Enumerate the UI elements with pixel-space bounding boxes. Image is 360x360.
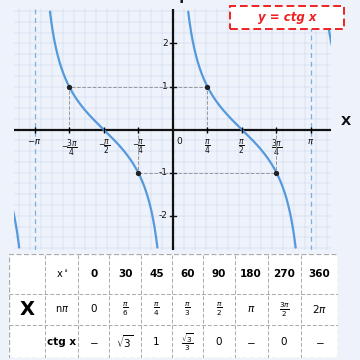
Text: X: X xyxy=(341,115,351,128)
Text: $-\!\dfrac{\pi}{2}$: $-\!\dfrac{\pi}{2}$ xyxy=(98,138,110,156)
Text: -2: -2 xyxy=(159,211,167,220)
Text: 180: 180 xyxy=(240,269,262,279)
Text: $\frac{\sqrt{3}}{3}$: $\frac{\sqrt{3}}{3}$ xyxy=(181,331,194,353)
Text: 1: 1 xyxy=(162,82,167,91)
Text: 2: 2 xyxy=(162,39,167,48)
Text: -1: -1 xyxy=(158,168,167,177)
Text: n$\pi$: n$\pi$ xyxy=(55,305,69,315)
Text: $-$: $-$ xyxy=(315,337,324,347)
Text: 90: 90 xyxy=(212,269,226,279)
Text: x$^\circ$: x$^\circ$ xyxy=(55,268,68,280)
Text: 60: 60 xyxy=(180,269,195,279)
Text: $-$: $-$ xyxy=(89,337,99,347)
Text: $2\pi$: $2\pi$ xyxy=(312,303,327,315)
Text: 270: 270 xyxy=(273,269,295,279)
Text: $\frac{\pi}{4}$: $\frac{\pi}{4}$ xyxy=(153,301,160,318)
Text: 30: 30 xyxy=(118,269,132,279)
Text: Y: Y xyxy=(176,0,185,6)
Text: $\sqrt{3}$: $\sqrt{3}$ xyxy=(116,333,134,350)
Text: $\dfrac{\pi}{2}$: $\dfrac{\pi}{2}$ xyxy=(238,138,246,156)
Text: $-\!\dfrac{3\pi}{4}$: $-\!\dfrac{3\pi}{4}$ xyxy=(61,138,77,158)
Text: $-\!\dfrac{\pi}{4}$: $-\!\dfrac{\pi}{4}$ xyxy=(132,138,144,156)
Text: 1: 1 xyxy=(153,337,160,347)
Text: X: X xyxy=(19,300,35,319)
Text: $-$: $-$ xyxy=(246,337,256,347)
Text: $\frac{\pi}{6}$: $\frac{\pi}{6}$ xyxy=(122,301,129,318)
Text: $-\pi$: $-\pi$ xyxy=(27,138,42,147)
Text: $\frac{3\pi}{2}$: $\frac{3\pi}{2}$ xyxy=(279,300,289,319)
FancyBboxPatch shape xyxy=(230,6,344,29)
Text: 0: 0 xyxy=(176,138,182,147)
FancyBboxPatch shape xyxy=(9,254,338,358)
Text: 0: 0 xyxy=(91,305,97,315)
Text: $\frac{\pi}{2}$: $\frac{\pi}{2}$ xyxy=(216,301,222,318)
Text: ctg x: ctg x xyxy=(47,337,76,347)
Text: 0: 0 xyxy=(216,337,222,347)
Text: 0: 0 xyxy=(90,269,98,279)
Text: y = ctg x: y = ctg x xyxy=(258,11,316,24)
Text: $\dfrac{\pi}{4}$: $\dfrac{\pi}{4}$ xyxy=(204,138,211,156)
Text: 0: 0 xyxy=(281,337,287,347)
Text: $\pi$: $\pi$ xyxy=(307,138,315,147)
Text: $\dfrac{3\pi}{4}$: $\dfrac{3\pi}{4}$ xyxy=(271,138,282,158)
Text: $\pi$: $\pi$ xyxy=(247,305,255,315)
Text: 360: 360 xyxy=(309,269,330,279)
Text: 45: 45 xyxy=(149,269,164,279)
Text: $\frac{\pi}{3}$: $\frac{\pi}{3}$ xyxy=(184,301,191,318)
